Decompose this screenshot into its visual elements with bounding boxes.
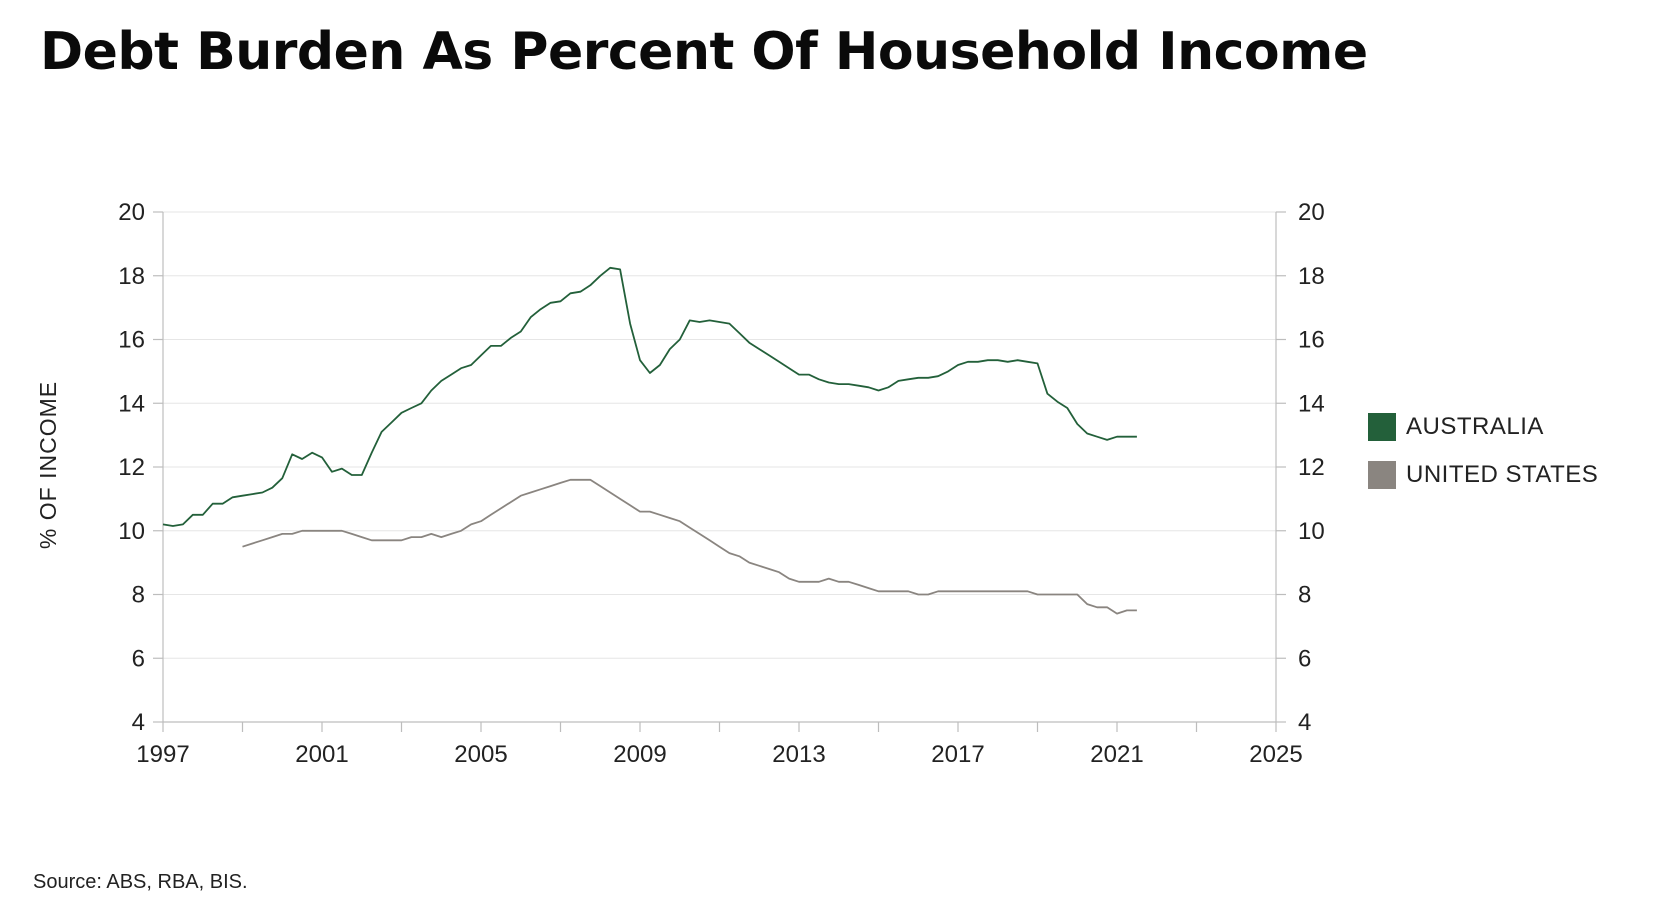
legend-item-united-states: UNITED STATES — [1368, 461, 1598, 489]
series-line-united-states — [242, 478, 1137, 615]
right-tick-label-16: 16 — [1298, 327, 1325, 354]
right-tick-label-6: 6 — [1298, 645, 1311, 672]
x-tick-label-2005: 2005 — [454, 741, 507, 768]
left-tick-label-8: 8 — [132, 582, 145, 609]
right-tick-label-10: 10 — [1298, 518, 1325, 545]
legend-label-united-states: UNITED STATES — [1406, 461, 1599, 488]
legend-item-australia: AUSTRALIA — [1368, 413, 1598, 441]
left-tick-label-20: 20 — [118, 199, 145, 226]
left-tick-label-18: 18 — [118, 263, 145, 290]
x-tick-label-2021: 2021 — [1090, 741, 1143, 768]
x-tick-label-2001: 2001 — [295, 741, 348, 768]
right-tick-label-4: 4 — [1298, 709, 1311, 736]
x-tick-label-2013: 2013 — [772, 741, 825, 768]
x-tick-label-1997: 1997 — [136, 741, 189, 768]
left-tick-label-10: 10 — [118, 518, 145, 545]
series-line-australia — [162, 266, 1137, 527]
grid-lines — [163, 211, 1276, 723]
left-tick-label-16: 16 — [118, 327, 145, 354]
right-tick-label-14: 14 — [1298, 390, 1325, 417]
legend-swatch-united-states — [1368, 461, 1396, 489]
x-tick-label-2017: 2017 — [931, 741, 984, 768]
right-tick-label-12: 12 — [1298, 454, 1325, 481]
x-tick-label-2025: 2025 — [1249, 741, 1302, 768]
legend-label-australia: AUSTRALIA — [1406, 413, 1544, 440]
tick-labels: 4 4 6 6 8 8 10 10 12 12 14 14 16 16 18 18 20 20 1997 2001 20… — [118, 199, 1324, 768]
right-tick-label-8: 8 — [1298, 582, 1311, 609]
tick-marks — [153, 211, 1286, 732]
legend-swatch-australia — [1368, 413, 1396, 441]
y-axis-label: % OF INCOME — [35, 381, 61, 549]
left-tick-label-6: 6 — [132, 645, 145, 672]
legend: AUSTRALIA UNITED STATES — [1368, 413, 1598, 509]
chart-title: Debt Burden As Percent Of Household Inco… — [40, 22, 1368, 82]
left-tick-label-14: 14 — [118, 390, 145, 417]
right-tick-label-18: 18 — [1298, 263, 1325, 290]
right-tick-label-20: 20 — [1298, 199, 1325, 226]
left-tick-label-12: 12 — [118, 454, 145, 481]
x-tick-label-2009: 2009 — [613, 741, 666, 768]
series-lines — [162, 266, 1137, 615]
left-tick-label-4: 4 — [132, 709, 145, 736]
source-note: Source: ABS, RBA, BIS. — [33, 871, 248, 893]
